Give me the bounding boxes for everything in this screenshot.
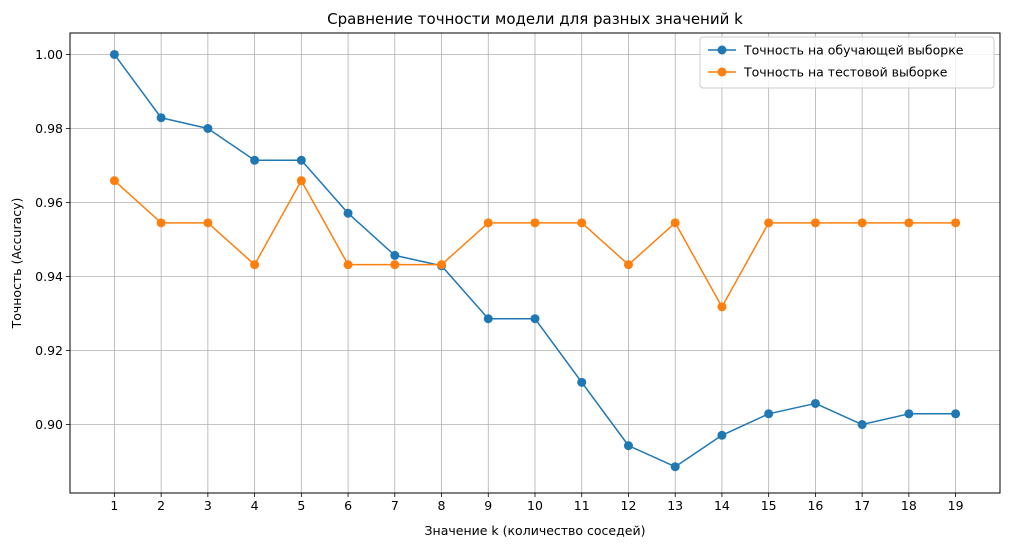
data-point	[296, 155, 306, 165]
x-tick-label: 12	[621, 498, 637, 513]
legend-label-test: Точность на тестовой выборке	[743, 65, 948, 80]
data-point	[623, 441, 633, 451]
data-point	[717, 430, 727, 440]
data-point	[530, 314, 540, 324]
x-tick-label: 8	[438, 498, 446, 513]
data-point	[810, 398, 820, 408]
y-tick-label: 0.98	[35, 121, 63, 136]
x-tick-label: 15	[761, 498, 777, 513]
data-point	[670, 462, 680, 472]
data-point	[904, 218, 914, 228]
chart-title: Сравнение точности модели для разных зна…	[327, 10, 743, 28]
x-tick-label: 11	[574, 498, 590, 513]
y-tick-label: 1.00	[35, 47, 63, 62]
grid	[70, 33, 1000, 493]
legend-box	[699, 36, 995, 89]
data-point	[670, 218, 680, 228]
data-point	[437, 260, 447, 270]
data-point	[904, 409, 914, 419]
x-tick-label: 6	[344, 498, 352, 513]
x-tick-label: 3	[204, 498, 212, 513]
x-tick-label: 14	[714, 498, 730, 513]
data-point	[951, 218, 961, 228]
data-point	[577, 218, 587, 228]
x-tick-label: 1	[110, 498, 118, 513]
x-tick-label: 10	[527, 498, 543, 513]
y-tick-label: 0.96	[35, 195, 63, 210]
y-axis-label: Точность (Accuracy)	[9, 198, 24, 330]
data-point	[810, 218, 820, 228]
legend-swatch-train-marker	[717, 45, 727, 55]
series-test	[109, 176, 961, 312]
data-point	[530, 218, 540, 228]
data-point	[951, 409, 961, 419]
data-point	[717, 302, 727, 312]
data-point	[203, 218, 213, 228]
data-point	[483, 314, 493, 324]
data-point	[250, 155, 260, 165]
data-point	[390, 250, 400, 260]
y-tick-label: 0.94	[35, 269, 63, 284]
legend: Точность на обучающей выборке Точность н…	[699, 36, 995, 89]
x-tick-label: 19	[948, 498, 964, 513]
data-point	[390, 260, 400, 270]
data-point	[156, 218, 166, 228]
x-tick-label: 2	[157, 498, 165, 513]
data-point	[343, 208, 353, 218]
data-point	[156, 113, 166, 123]
data-point	[764, 409, 774, 419]
x-axis-label: Значение k (количество соседей)	[425, 523, 646, 538]
data-point	[203, 123, 213, 133]
data-point	[857, 218, 867, 228]
data-point	[109, 176, 119, 186]
series-train	[109, 49, 961, 472]
x-tick-label: 9	[484, 498, 492, 513]
data-point	[343, 260, 353, 270]
x-tick-label: 4	[251, 498, 259, 513]
x-tick-label: 16	[807, 498, 823, 513]
data-point	[296, 176, 306, 186]
x-tick-label: 18	[901, 498, 917, 513]
series	[109, 49, 961, 472]
axis-ticks: 1 2 3 4 5 6 7 8 9 10 11 12 13 14 15 16 17 18 190.900.920.9…	[35, 47, 963, 513]
y-tick-label: 0.90	[35, 417, 63, 432]
data-point	[483, 218, 493, 228]
x-tick-label: 7	[391, 498, 399, 513]
x-tick-label: 17	[854, 498, 870, 513]
data-point	[623, 260, 633, 270]
x-tick-label: 5	[297, 498, 305, 513]
data-point	[250, 260, 260, 270]
y-tick-label: 0.92	[35, 343, 63, 358]
data-point	[577, 377, 587, 387]
data-point	[857, 420, 867, 430]
x-tick-label: 13	[667, 498, 683, 513]
data-point	[109, 49, 119, 59]
legend-label-train: Точность на обучающей выборке	[743, 43, 964, 58]
legend-swatch-test-marker	[717, 67, 727, 77]
data-point	[764, 218, 774, 228]
